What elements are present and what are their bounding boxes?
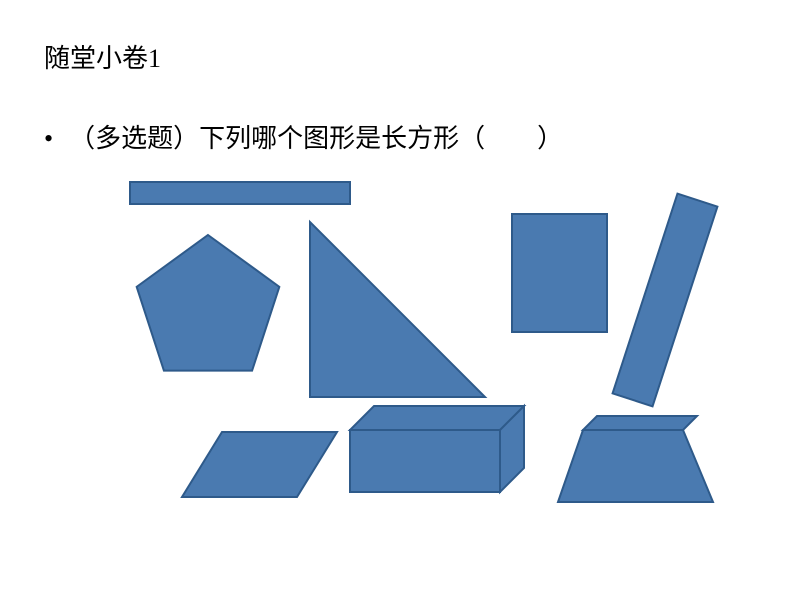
shape-cuboid-top [350,406,524,430]
bullet-marker: • [44,124,53,153]
question-text: （多选题）下列哪个图形是长方形（ ） [69,124,563,153]
shapes-svg [0,170,794,590]
shapes-area [0,170,794,590]
shape-cuboid-front [350,430,500,492]
shape-thin-rectangle [130,182,350,204]
shape-trapezoid-front [558,430,713,502]
question-line: • （多选题）下列哪个图形是长方形（ ） [44,118,563,155]
shape-parallelogram [182,432,337,497]
shape-rectangle [512,214,607,332]
shape-right-triangle [310,222,485,397]
shape-pentagon [137,235,280,371]
quiz-title: 随堂小卷1 [44,38,161,75]
shape-trapezoid-top [583,416,697,430]
shape-rotated-rectangle [613,194,718,407]
